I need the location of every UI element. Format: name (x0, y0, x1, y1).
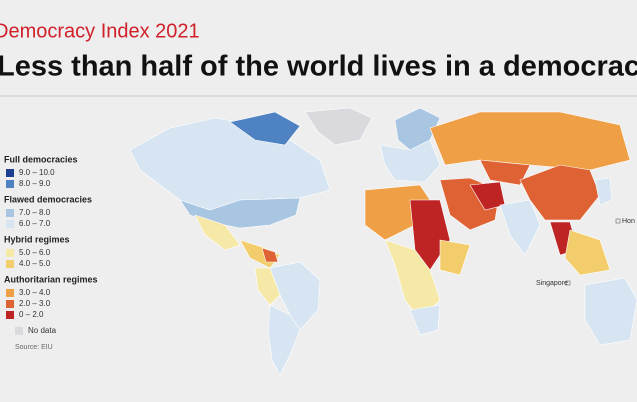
australia (584, 277, 637, 346)
legend-group-title: Authoritarian regimes (4, 274, 98, 284)
europe (379, 139, 441, 183)
marker (565, 280, 571, 286)
south-africa (409, 304, 441, 336)
legend-group-title: Full democracies (4, 154, 78, 164)
map-label: Hon (622, 218, 635, 225)
legend-label: 0 – 2.0 (19, 310, 44, 319)
greenland (304, 107, 373, 146)
horn-of-africa (439, 239, 471, 276)
legend-label: 6.0 – 7.0 (19, 219, 51, 228)
world-map: Singapore Hon (129, 107, 637, 376)
venezuela (261, 247, 279, 263)
argentina (267, 304, 301, 376)
legend: Full democracies 9.0 – 10.0 8.0 – 9.0 Flawe… (4, 154, 98, 350)
legend-label: 4.0 – 5.0 (19, 259, 51, 268)
marker (615, 218, 621, 224)
legend-group-title: Flawed democracies (4, 194, 92, 204)
russia (429, 111, 631, 171)
legend-label: 7.0 – 8.0 (19, 208, 51, 217)
map-label: Singapore (536, 280, 568, 287)
legend-group-title: Hybrid regimes (4, 234, 70, 244)
legend-swatch (6, 311, 14, 319)
legend-label: No data (28, 326, 57, 335)
legend-swatch (15, 327, 23, 335)
legend-label: 9.0 – 10.0 (19, 168, 55, 177)
legend-swatch (6, 169, 14, 177)
kicker: Democracy Index 2021 (0, 20, 200, 42)
legend-swatch (6, 220, 14, 228)
legend-swatch (6, 289, 14, 297)
legend-label: 2.0 – 3.0 (19, 299, 51, 308)
china (519, 164, 601, 221)
legend-label: 8.0 – 9.0 (19, 179, 51, 188)
peru (254, 267, 281, 306)
legend-swatch (6, 209, 14, 217)
legend-label: 5.0 – 6.0 (19, 248, 51, 257)
source: Source: EIU (15, 344, 53, 351)
mexico (194, 214, 241, 251)
legend-swatch (6, 249, 14, 257)
india (499, 199, 541, 256)
kazakhstan (479, 159, 531, 186)
arctic-canada (229, 111, 301, 146)
headline: Less than half of the world lives in a d… (0, 51, 637, 83)
legend-swatch (6, 300, 14, 308)
japan (594, 177, 613, 206)
brazil (269, 261, 321, 331)
legend-label: 3.0 – 4.0 (19, 288, 51, 297)
southeast-asia (564, 229, 611, 276)
legend-swatch (6, 260, 14, 268)
legend-swatch (6, 180, 14, 188)
